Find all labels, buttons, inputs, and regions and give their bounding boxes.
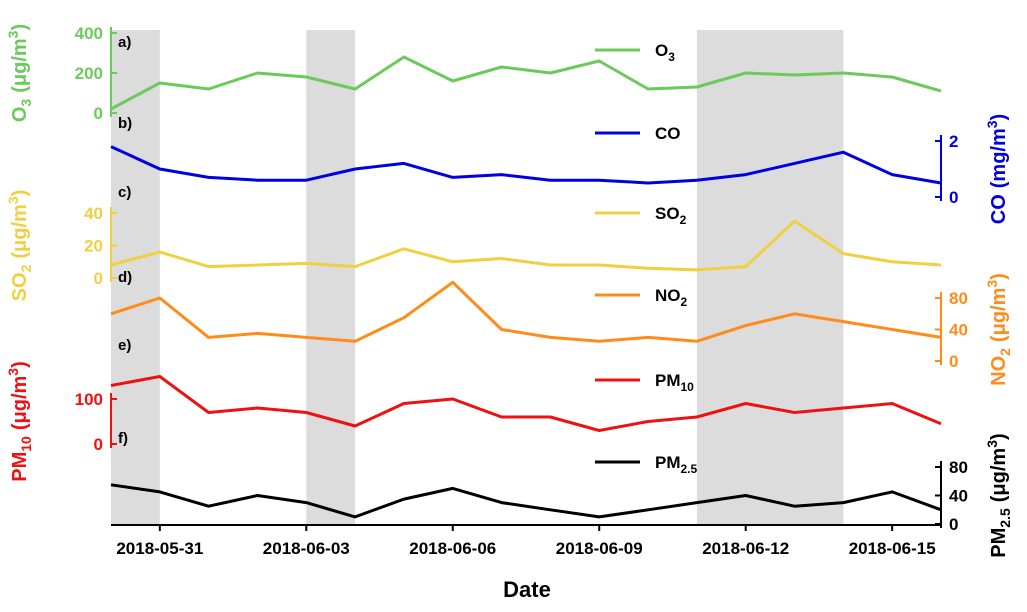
unit-sup: 3 [984,440,1000,448]
series-name: PM [9,452,31,482]
y-tick-label: 0 [949,352,958,371]
unit-sup: 3 [984,120,1000,128]
legend-name-sub: 3 [668,50,675,64]
y-axis-title: PM10 (μg/m3) [5,361,34,482]
series-name: SO [9,272,31,301]
y-axis-title: SO2 (μg/m3) [5,190,34,302]
legend-label: O3 [655,41,675,64]
series-name: CO [988,194,1010,224]
series-line [110,280,942,343]
legend-name-sub: 2.5 [681,462,698,476]
y-tick-label: 0 [949,515,958,534]
series-line [110,55,942,111]
series-name: O [9,107,31,123]
series-name: PM [988,528,1010,558]
legend-name: PM [655,371,681,390]
legend-name: SO [655,204,680,223]
y-tick-label: 0 [94,269,103,288]
unit-close: ) [988,114,1010,121]
unit-close: ) [9,190,31,197]
legend-name: O [655,41,668,60]
unit: (μg/m [9,376,31,430]
weekend-shade [696,30,844,525]
unit-close: ) [9,361,31,368]
panel-label: b) [118,115,132,132]
unit: (μg/m [9,204,31,258]
legend-name-sub: 2 [681,295,688,309]
unit: (μg/m [988,448,1010,502]
legend-name: PM [655,453,681,472]
y-tick-label: 0 [94,435,103,454]
legend-label: NO2 [655,286,688,309]
unit: (μg/m [9,38,31,92]
y-axis-title: O3(μg/m3) [5,24,34,122]
series-line [110,483,942,519]
series-name-sub: 2 [997,348,1013,356]
unit-close: ) [988,273,1010,280]
panel-label: a) [118,34,131,51]
y-axis-title: NO2 (μg/m3) [984,273,1013,386]
unit-sup: 3 [5,196,21,204]
series-line [110,375,942,432]
x-tick-label: 2018-06-15 [849,539,936,558]
unit-sup: 3 [5,30,21,38]
unit: (μg/m [988,288,1010,342]
legend-name-sub: 2 [680,213,687,227]
x-axis-title: Date [503,577,551,602]
y-tick-label: 100 [75,390,103,409]
series-name-sub: 3 [18,99,34,107]
y-axis-title: CO (mg/m3) [984,114,1010,224]
x-tick-label: 2018-06-09 [556,539,643,558]
y-tick-label: 20 [84,237,103,256]
unit: (mg/m [988,128,1010,188]
series-name-sub: 2.5 [997,508,1013,528]
unit-sup: 3 [5,368,21,376]
y-tick-label: 80 [949,458,968,477]
legend-label: PM2.5 [655,453,698,476]
x-tick-label: 2018-06-03 [263,539,350,558]
series-line [110,219,942,272]
y-tick-label: 400 [75,24,103,43]
x-tick-label: 2018-06-12 [702,539,789,558]
panel-label: c) [118,184,131,201]
series-line [110,145,942,185]
y-tick-label: 0 [949,188,958,207]
legend-name: NO [655,286,681,305]
weekend-shade [306,30,356,525]
x-tick-label: 2018-05-31 [116,539,203,558]
shading [111,30,844,525]
y-tick-label: 40 [949,487,968,506]
y-axis-title: PM2.5 (μg/m3) [984,433,1013,557]
legend-label: PM10 [655,371,694,394]
y-tick-label: 200 [75,64,103,83]
y-tick-label: 40 [84,204,103,223]
unit-sup: 3 [984,280,1000,288]
x-tick-label: 2018-06-06 [409,539,496,558]
series-name-sub: 10 [18,436,34,452]
series-name-sub: 2 [18,264,34,272]
unit-close: ) [988,433,1010,440]
panel-label: d) [118,269,132,286]
y-tick-label: 2 [949,132,958,151]
legend-label: CO [655,124,681,143]
y-tick-label: 0 [94,104,103,123]
panel-label: e) [118,337,131,354]
legend-name: CO [655,124,681,143]
unit-close: ) [9,24,31,31]
y-tick-label: 80 [949,289,968,308]
series-name: NO [988,356,1010,386]
panel-label: f) [118,430,128,447]
legend-label: SO2 [655,204,687,227]
y-tick-label: 40 [949,321,968,340]
legend-name-sub: 10 [681,380,695,394]
weekend-shade [111,30,160,525]
